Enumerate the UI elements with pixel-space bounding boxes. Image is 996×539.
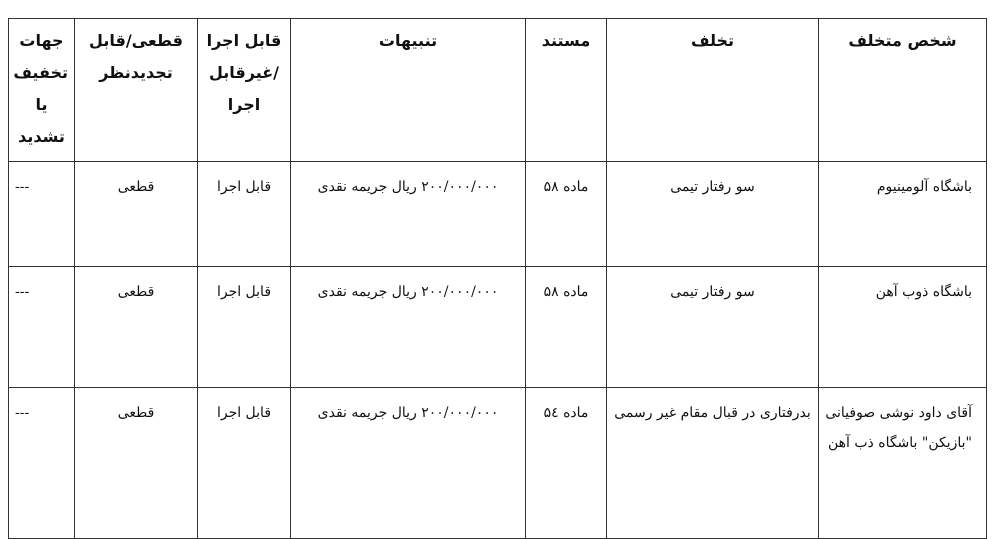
cell-basis: ماده ۵٤ bbox=[525, 387, 607, 539]
header-row: شخص متخلف تخلف مستند تنبیهات قابل اجرا /… bbox=[8, 18, 987, 162]
header-mitigation: جهات تخفیف یا تشدید bbox=[8, 18, 75, 162]
cell-mitigation: --- bbox=[8, 266, 75, 388]
cell-basis: ماده ۵۸ bbox=[525, 161, 607, 267]
table-row: باشگاه ذوب آهن سو رفتار تیمی ماده ۵۸ ۲۰۰… bbox=[8, 266, 987, 388]
cell-basis: ماده ۵۸ bbox=[525, 266, 607, 388]
cell-offender: باشگاه ذوب آهن bbox=[818, 266, 987, 388]
cell-final: قطعی bbox=[74, 387, 198, 539]
cell-penalty: ۲۰۰/۰۰۰/۰۰۰ ریال جریمه نقدی bbox=[290, 161, 526, 267]
cell-enforceable: قابل اجرا bbox=[197, 387, 291, 539]
header-final: قطعی/قابل تجدیدنظر bbox=[74, 18, 198, 162]
cell-enforceable: قابل اجرا bbox=[197, 266, 291, 388]
cell-violation: سو رفتار تیمی bbox=[606, 266, 819, 388]
header-violation: تخلف bbox=[606, 18, 819, 162]
cell-penalty: ۲۰۰/۰۰۰/۰۰۰ ریال جریمه نقدی bbox=[290, 387, 526, 539]
header-penalties: تنبیهات bbox=[290, 18, 526, 162]
cell-violation: سو رفتار تیمی bbox=[606, 161, 819, 267]
table-row: آقای داود نوشی صوفیانی "بازیکن" باشگاه ذ… bbox=[8, 387, 987, 539]
penalties-table: شخص متخلف تخلف مستند تنبیهات قابل اجرا /… bbox=[8, 18, 987, 539]
cell-offender: باشگاه آلومینیوم bbox=[818, 161, 987, 267]
cell-mitigation: --- bbox=[8, 161, 75, 267]
cell-penalty: ۲۰۰/۰۰۰/۰۰۰ ریال جریمه نقدی bbox=[290, 266, 526, 388]
cell-mitigation: --- bbox=[8, 387, 75, 539]
header-enforceable: قابل اجرا /غیرقابل اجرا bbox=[197, 18, 291, 162]
cell-offender: آقای داود نوشی صوفیانی "بازیکن" باشگاه ذ… bbox=[818, 387, 987, 539]
cell-final: قطعی bbox=[74, 161, 198, 267]
cell-final: قطعی bbox=[74, 266, 198, 388]
cell-violation: بدرفتاری در قبال مقام غیر رسمی bbox=[606, 387, 819, 539]
header-basis: مستند bbox=[525, 18, 607, 162]
header-offender: شخص متخلف bbox=[818, 18, 987, 162]
cell-enforceable: قابل اجرا bbox=[197, 161, 291, 267]
table-row: باشگاه آلومینیوم سو رفتار تیمی ماده ۵۸ ۲… bbox=[8, 161, 987, 267]
